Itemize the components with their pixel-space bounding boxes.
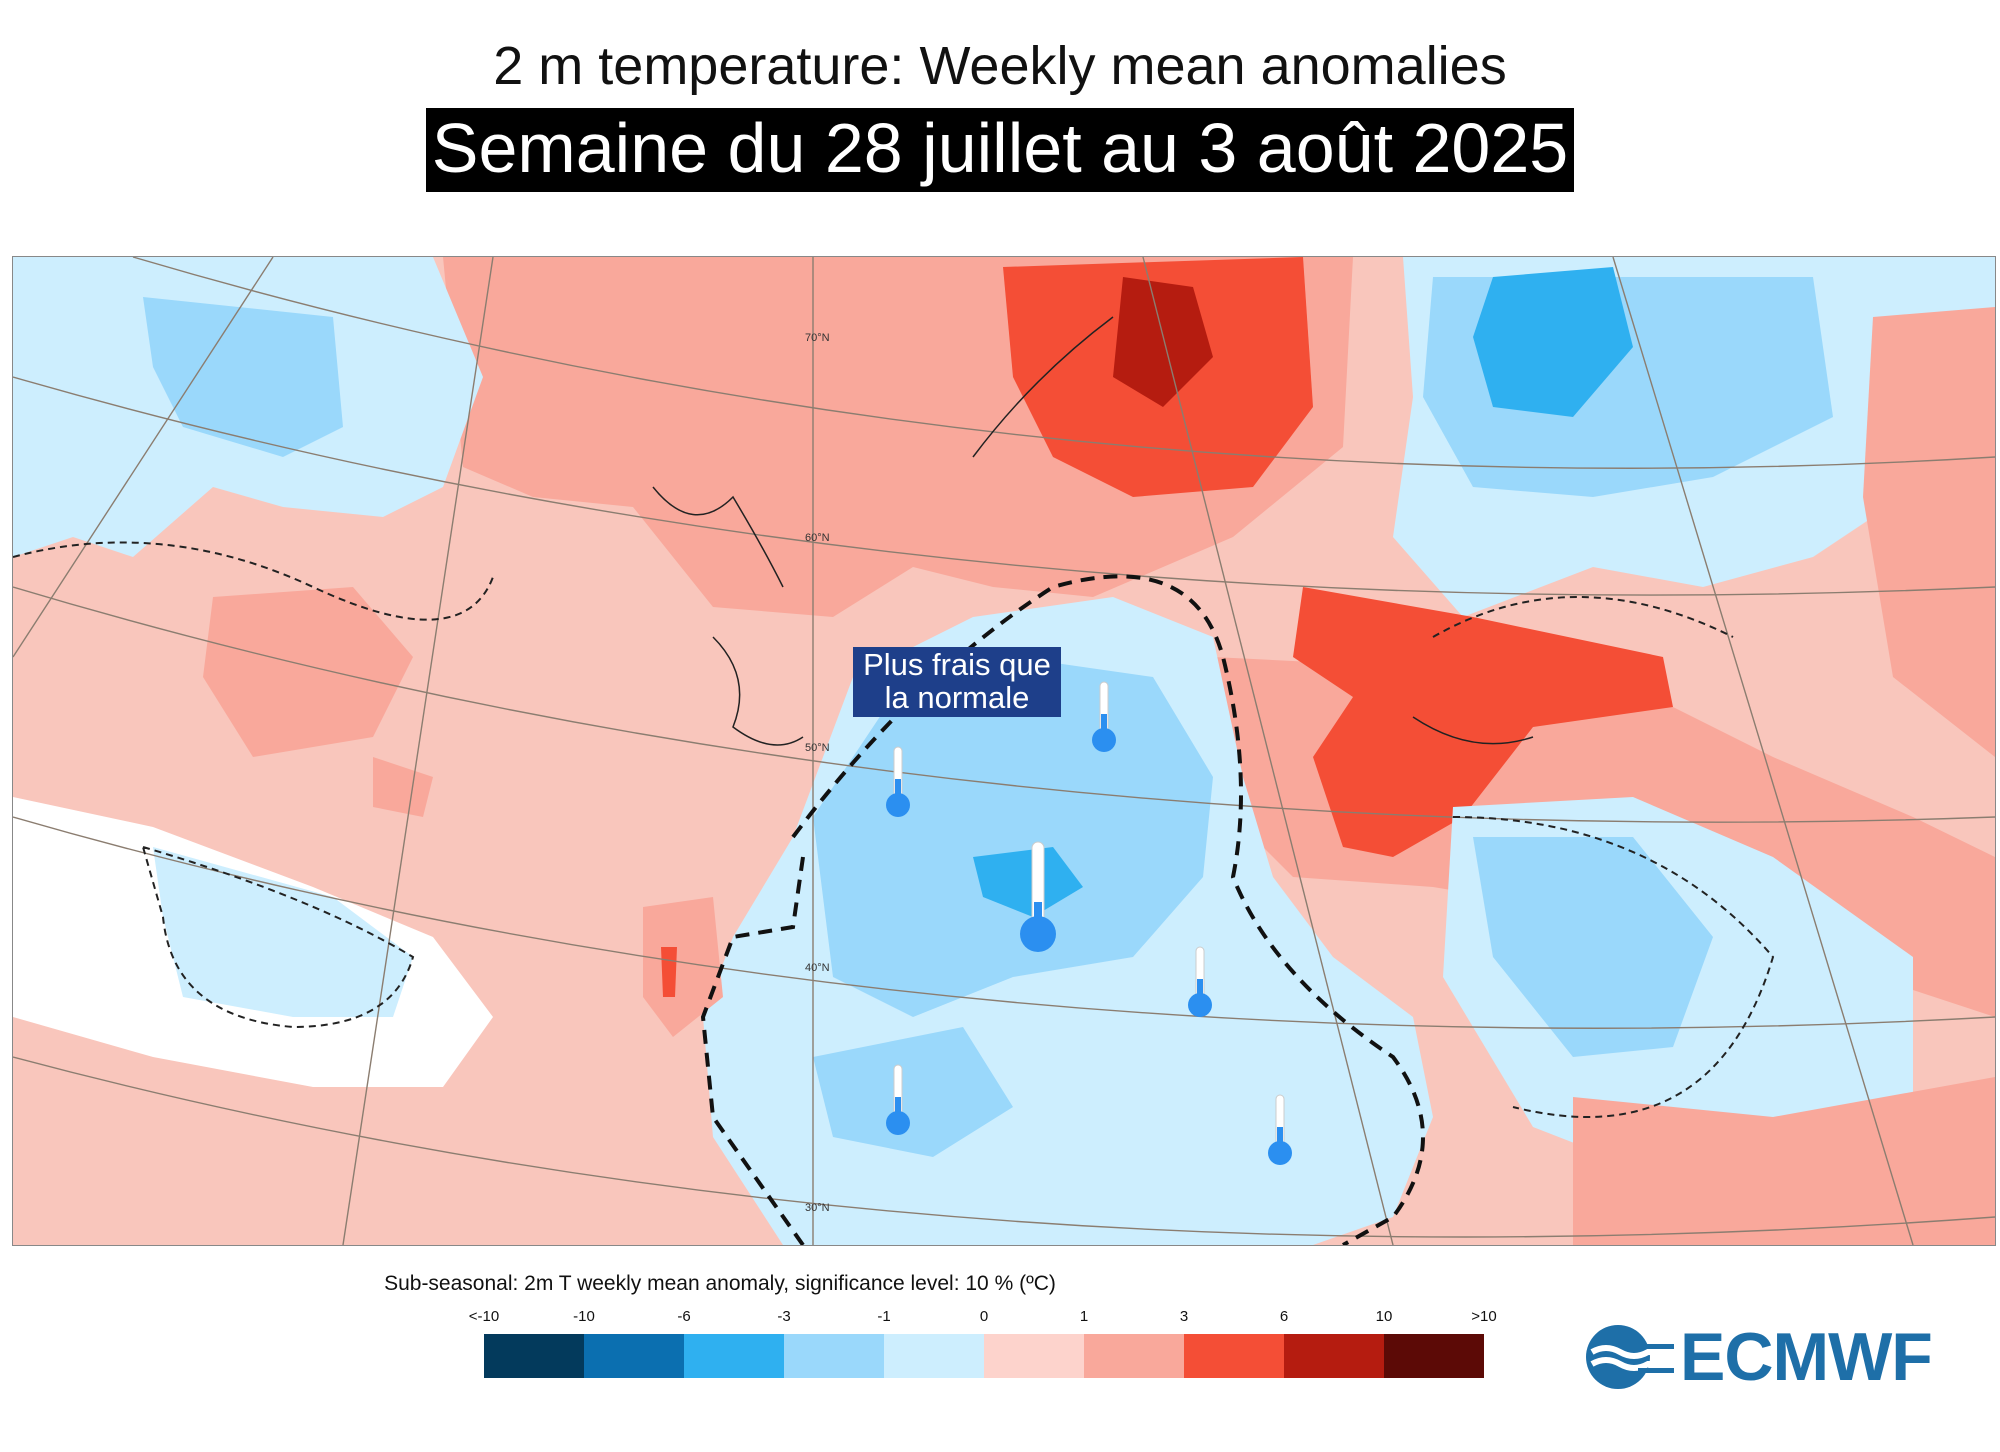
ecmwf-logo-icon: [1586, 1325, 1674, 1389]
anomaly-zone-russia-hot: [1293, 587, 1673, 857]
thermometer-icon: [886, 1064, 910, 1135]
anomaly-zone-iberia-warm: [643, 897, 723, 1037]
legend-swatch: [684, 1334, 784, 1378]
legend-swatch: [1084, 1334, 1184, 1378]
legend-swatch: [584, 1334, 684, 1378]
anomaly-zone-finland-core: [1113, 277, 1213, 407]
thermometer-icons: [886, 681, 1292, 1165]
anomaly-zone-iberia-hot: [661, 947, 677, 997]
map-title: 2 m temperature: Weekly mean anomalies: [493, 36, 1507, 96]
map-subtitle: Semaine du 28 juillet au 3 août 2025: [425, 108, 1575, 192]
lat-label-60: 60°N: [805, 532, 830, 544]
ecmwf-logo: ECMWF: [1578, 1322, 1958, 1392]
legend-tick: -6: [677, 1308, 691, 1325]
legend-swatch: [1384, 1334, 1484, 1378]
significance-contours: [13, 541, 1775, 1118]
legend-color-bar: [484, 1334, 1484, 1378]
anomaly-zone-northwest-cold-core: [143, 297, 343, 457]
legend-tick: 10: [1375, 1308, 1393, 1325]
legend-tick: -10: [573, 1308, 595, 1325]
legend-swatch: [884, 1334, 984, 1378]
ecmwf-logo-text: ECMWF: [1680, 1319, 1933, 1395]
anomaly-map: 70°N 60°N 50°N 40°N 30°N: [12, 256, 1996, 1246]
cold-anomaly-annotation: Plus frais que la normale: [853, 647, 1061, 717]
lat-label-70: 70°N: [805, 332, 830, 344]
thermometer-icon: [1268, 1094, 1292, 1165]
legend-tick: 3: [1179, 1308, 1189, 1325]
anomaly-zone-southeast-warm: [1573, 1077, 1995, 1245]
anomaly-zone-atlantic-warm-2: [373, 757, 433, 817]
anomaly-zone-central-asia-mid: [1473, 837, 1713, 1057]
coastlines: [652, 316, 1534, 746]
anomaly-zone-far-east-warm: [1863, 307, 1995, 757]
legend-swatch: [484, 1334, 584, 1378]
legend-tick-labels: <-10 -10 -6 -3 -1 0 1 3 6 10 >10: [0, 1308, 2000, 1328]
graticule: [13, 257, 1995, 1245]
anomaly-zone-greenland: [453, 257, 763, 407]
legend-tick: 0: [979, 1308, 989, 1325]
legend-tick: <-10: [468, 1308, 500, 1325]
legend-swatch: [784, 1334, 884, 1378]
legend-tick: -1: [877, 1308, 891, 1325]
legend-tick: -3: [777, 1308, 791, 1325]
legend-swatch: [1284, 1334, 1384, 1378]
anomaly-zone-atlantic-warm-1: [203, 587, 413, 757]
thermometer-icon: [886, 746, 910, 817]
anomaly-zone-europe-cold-mid-2: [813, 1027, 1013, 1157]
subtitle-container: Semaine du 28 juillet au 3 août 2025: [0, 108, 2000, 192]
lat-label-40: 40°N: [805, 962, 830, 974]
thermometer-icon: [1092, 681, 1116, 752]
cold-area-outline: [700, 574, 1425, 1245]
legend-swatch: [1184, 1334, 1284, 1378]
anomaly-zone-italy-cold-core: [973, 847, 1083, 917]
legend-title: Sub-seasonal: 2m T weekly mean anomaly, …: [384, 1272, 1056, 1295]
legend-tick: 6: [1279, 1308, 1289, 1325]
legend-tick: 1: [1079, 1308, 1089, 1325]
thermometer-icon: [1188, 946, 1212, 1017]
map-canvas: 70°N 60°N 50°N 40°N 30°N: [13, 257, 1995, 1245]
anomaly-zone-atlantic-cold-core: [153, 847, 413, 1017]
legend-swatch: [984, 1334, 1084, 1378]
lat-label-50: 50°N: [805, 742, 830, 754]
anomaly-zone-siberia-core: [1473, 267, 1633, 417]
lat-label-30: 30°N: [805, 1202, 830, 1214]
legend-tick: >10: [1471, 1308, 1497, 1325]
thermometer-icon: [1020, 841, 1056, 952]
